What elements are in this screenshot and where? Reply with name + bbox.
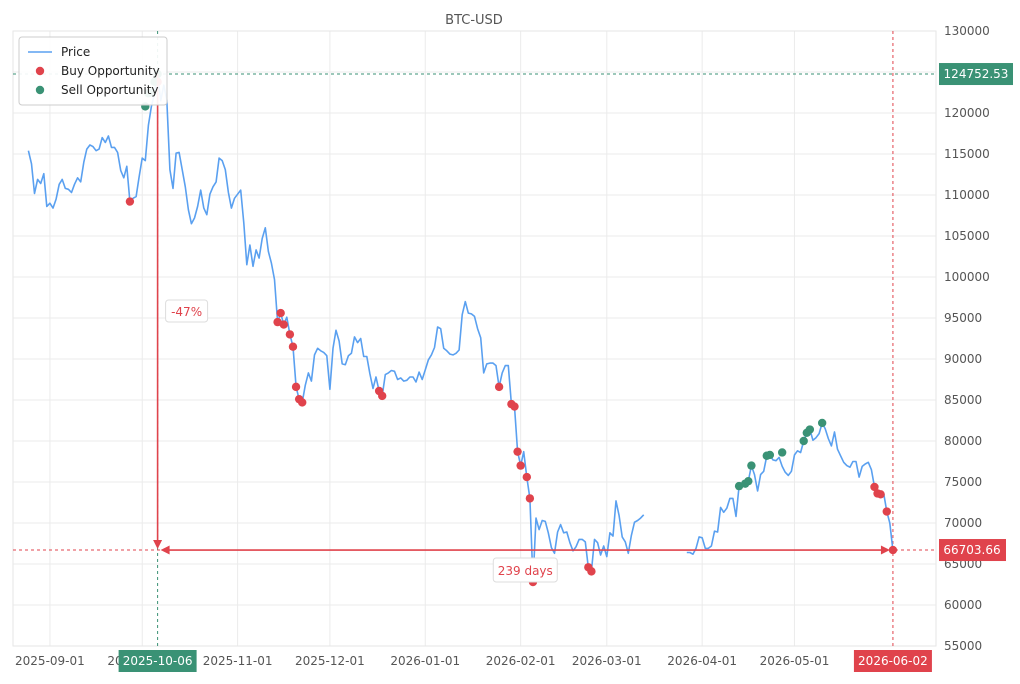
buy-marker	[291, 382, 301, 392]
legend-box	[18, 36, 168, 106]
arrow-head-right	[880, 545, 890, 555]
buy-marker	[870, 482, 879, 492]
current-date-badge	[853, 650, 932, 672]
sell-marker	[799, 436, 808, 446]
legend-label-price: Price	[61, 45, 90, 59]
y-tick-label: 55000	[944, 639, 982, 653]
y-tick-label: 75000	[944, 475, 982, 489]
x-tick-label: 2025-12-01	[295, 654, 365, 668]
x-tick-label: 2025-09-01	[15, 654, 85, 668]
x-tick-label: 2026-04-01	[667, 654, 737, 668]
y-tick-label: 90000	[944, 352, 982, 366]
price-line	[27, 73, 645, 583]
peak-price-badge	[939, 63, 1013, 86]
legend-swatch-sell	[35, 85, 45, 95]
x-tick-label: 2026-03-01	[572, 654, 642, 668]
y-tick-label: 115000	[944, 147, 990, 161]
buy-marker	[125, 197, 135, 206]
drawdown-annotation: -47% 239 days	[153, 74, 890, 583]
buy-marker	[378, 391, 387, 401]
y-tick-label: 95000	[944, 311, 982, 325]
current-date-label: 2026-06-02	[858, 654, 928, 668]
y-tick-label: 130000	[944, 24, 990, 38]
x-tick-label: 2025-11-01	[203, 654, 273, 668]
duration-label-box	[492, 557, 558, 583]
legend: Price Buy Opportunity Sell Opportunity	[18, 36, 168, 106]
buy-marker	[494, 382, 504, 392]
y-tick-label: 70000	[944, 516, 982, 530]
buy-marker	[510, 402, 519, 411]
buy-marker	[285, 330, 295, 339]
sell-markers	[141, 69, 827, 491]
buy-marker	[876, 490, 885, 499]
buy-marker	[276, 308, 285, 318]
sell-marker	[765, 450, 775, 460]
buy-marker	[522, 472, 532, 482]
y-tick-label: 60000	[944, 598, 982, 612]
arrow-head-down	[153, 540, 163, 550]
grid	[13, 30, 936, 647]
y-tick-label: 105000	[944, 229, 990, 243]
x-tick-label: 2026-01-01	[390, 654, 460, 668]
y-tick-label: 100000	[944, 270, 990, 284]
y-tick-label: 80000	[944, 434, 982, 448]
x-tick-label: 2026-02-01	[486, 654, 556, 668]
peak-date-label: 2025-10-06	[123, 654, 193, 668]
legend-label-buy: Buy Opportunity	[61, 64, 160, 78]
x-tick-label: 2026-05-01	[760, 654, 830, 668]
reference-lines	[13, 31, 936, 646]
peak-price-label: 124752.53	[944, 67, 1009, 81]
buy-marker	[525, 494, 535, 503]
y-tick-label: 85000	[944, 393, 982, 407]
legend-label-sell: Sell Opportunity	[61, 83, 159, 97]
x-axis: 2025-09-012025-10-012025-11-012025-12-01…	[15, 650, 932, 672]
chart-title: BTC-USD	[445, 13, 503, 28]
current-price-badge	[939, 539, 1006, 562]
buy-markers	[125, 77, 898, 587]
sell-marker	[744, 476, 753, 486]
buy-marker	[587, 567, 596, 576]
buy-marker	[298, 398, 307, 407]
duration-label: 239 days	[498, 564, 553, 578]
current-price-label: 66703.66	[943, 543, 1000, 557]
arrow-head-left	[160, 545, 170, 555]
y-axis: 5500060000650007000075000800008500090000…	[939, 24, 1013, 653]
buy-marker	[288, 342, 298, 351]
buy-marker	[279, 320, 288, 329]
change-label-box	[165, 299, 209, 323]
buy-marker	[516, 461, 525, 470]
sell-marker	[777, 448, 787, 457]
change-label: -47%	[171, 305, 202, 319]
buy-marker	[888, 545, 898, 555]
price-line	[686, 422, 894, 555]
plot-frame	[12, 30, 937, 647]
sell-marker	[805, 425, 815, 434]
peak-date-badge	[118, 650, 197, 672]
buy-marker	[513, 447, 522, 456]
buy-marker	[882, 507, 891, 516]
sell-marker	[817, 418, 827, 428]
y-tick-label: 120000	[944, 106, 990, 120]
y-tick-label: 110000	[944, 188, 990, 202]
sell-marker	[747, 461, 756, 470]
legend-swatch-buy	[35, 66, 45, 76]
